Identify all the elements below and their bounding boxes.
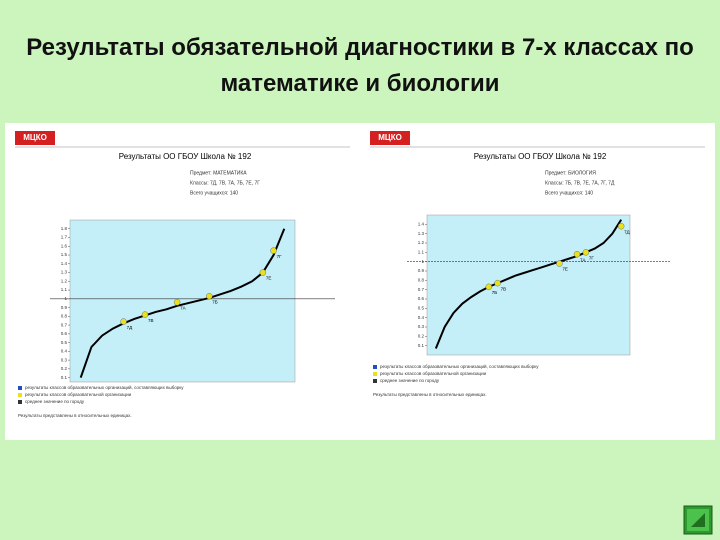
report-heading: Результаты ОО ГБОУ Школа № 192 xyxy=(119,152,252,161)
y-tick-label: 1.4 xyxy=(61,261,68,266)
class-point xyxy=(173,299,181,306)
y-tick-label: 1.3 xyxy=(418,231,425,236)
y-tick-label: 1.2 xyxy=(418,240,425,245)
legend-text: среднее значение по городу xyxy=(25,399,85,404)
y-tick-label: 1.6 xyxy=(61,243,68,248)
y-tick-label: 0.7 xyxy=(418,287,425,292)
class-label: 7Г xyxy=(277,254,283,259)
legend-text: результаты классов образовательных орган… xyxy=(380,363,539,369)
class-label: 7Е xyxy=(562,267,568,272)
class-label: 7А xyxy=(180,306,186,311)
note: Результаты представлены в относительных … xyxy=(373,392,487,397)
y-tick-label: 1.7 xyxy=(61,235,68,240)
plot-area xyxy=(426,214,631,356)
y-tick-label: 0.7 xyxy=(61,322,68,327)
legend-text: результаты классов образовательной орган… xyxy=(25,391,132,397)
logo: МЦКО xyxy=(378,133,402,142)
logo: МЦКО xyxy=(23,133,47,142)
class-label: 7В xyxy=(501,286,507,291)
y-tick-label: 0.2 xyxy=(61,366,68,371)
class-point xyxy=(270,247,277,254)
plot-area xyxy=(69,219,296,383)
y-tick-label: 1.5 xyxy=(61,252,68,257)
class-point xyxy=(556,260,563,267)
y-tick-label: 1.1 xyxy=(418,250,425,255)
y-tick-label: 0.1 xyxy=(418,343,425,348)
y-tick-label: 0.9 xyxy=(61,305,68,310)
reports: МЦКО Результаты ОО ГБОУ Школа № 192 Предме… xyxy=(15,131,705,418)
class-point xyxy=(573,250,581,258)
y-tick-label: 1.4 xyxy=(418,222,425,227)
legend-text: среднее значение по городу xyxy=(380,378,440,383)
info-line: Предмет: БИОЛОГИЯ xyxy=(545,170,596,176)
y-tick-label: 0.8 xyxy=(61,314,68,319)
curve xyxy=(79,228,286,378)
logo-box xyxy=(15,131,55,145)
y-tick-label: 0.2 xyxy=(418,334,425,339)
slide-title: Результаты обязательной диагностики в 7-… xyxy=(26,34,694,97)
y-tick-label: 0.4 xyxy=(61,349,68,354)
info-line: Всего учащихся: 140 xyxy=(545,190,593,196)
y-tick-label: 0.8 xyxy=(418,278,425,283)
info-line: Классы: 7Д, 7В, 7А, 7Б, 7Е, 7Г xyxy=(190,180,260,186)
class-label: 7Д xyxy=(127,325,133,330)
y-tick-label: 1.2 xyxy=(61,278,68,283)
legend-swatch xyxy=(18,386,22,390)
class-point xyxy=(617,222,625,230)
class-label: 7Д xyxy=(624,229,630,234)
y-tick-label: 1.1 xyxy=(61,287,68,292)
y-tick-label: 0.5 xyxy=(418,306,425,311)
curve xyxy=(434,219,623,349)
info-line: Всего учащихся: 140 xyxy=(190,190,238,196)
class-label: 7Б xyxy=(212,299,218,304)
legend-swatch xyxy=(373,372,377,376)
class-label: 7Г xyxy=(589,256,595,261)
legend-swatch xyxy=(373,365,377,369)
class-label: 7В xyxy=(148,318,154,323)
legend-text: результаты классов образовательной орган… xyxy=(380,370,487,376)
note: Результаты представлены в относительных … xyxy=(18,413,132,418)
y-tick-label: 1.3 xyxy=(61,270,68,275)
y-tick-label: 0.6 xyxy=(61,331,68,336)
class-point xyxy=(120,318,127,325)
next-button[interactable] xyxy=(683,505,713,535)
legend-swatch xyxy=(18,400,22,404)
y-tick-label: 0.1 xyxy=(61,375,68,380)
info-line: Предмет: МАТЕМАТИКА xyxy=(190,170,247,176)
y-tick-label: 0.9 xyxy=(418,268,425,273)
class-label: 7Е xyxy=(266,276,272,281)
class-point xyxy=(582,249,590,256)
legend-swatch xyxy=(373,379,377,383)
y-tick-label: 0.4 xyxy=(418,315,425,320)
legend-swatch xyxy=(18,393,22,397)
y-tick-label: 0.3 xyxy=(418,324,425,329)
class-label: 7Б xyxy=(492,290,498,295)
y-tick-label: 0.3 xyxy=(61,357,68,362)
info-line: Классы: 7Б, 7В, 7Е, 7А, 7Г, 7Д xyxy=(545,180,615,186)
y-tick-label: 0.5 xyxy=(61,340,68,345)
class-point xyxy=(141,311,149,318)
arrow-icon xyxy=(691,513,705,527)
y-tick-label: 1.8 xyxy=(61,226,68,231)
class-point xyxy=(259,269,267,276)
class-point xyxy=(494,279,501,287)
logo-box xyxy=(370,131,410,145)
class-label: 7А xyxy=(580,257,586,262)
class-point xyxy=(485,283,492,291)
y-tick-label: 0.6 xyxy=(418,296,425,301)
class-point xyxy=(206,292,213,300)
legend-text: результаты классов образовательных орган… xyxy=(25,384,184,390)
report-sheet: МЦКО Результаты ОО ГБОУ Школа № 192 Предме… xyxy=(5,123,715,440)
report-heading: Результаты ОО ГБОУ Школа № 192 xyxy=(474,152,607,161)
